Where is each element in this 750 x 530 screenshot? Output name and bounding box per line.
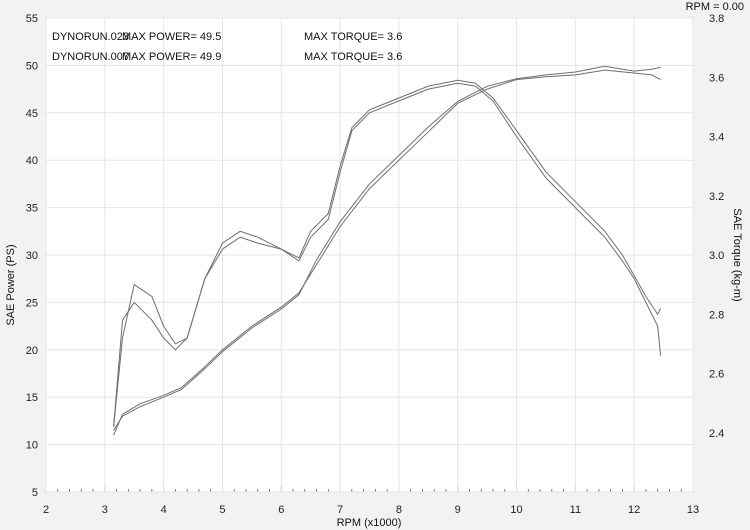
x-tick-label: 5: [219, 504, 225, 516]
y-left-tick-label: 25: [26, 297, 38, 309]
y-left-tick-label: 15: [26, 392, 38, 404]
y-left-tick-label: 5: [32, 487, 38, 499]
y-left-tick-label: 45: [26, 108, 38, 120]
x-axis-label: RPM (x1000): [337, 517, 402, 529]
y-right-tick-label: 3.8: [709, 13, 724, 25]
y-left-tick-label: 10: [26, 440, 38, 452]
y-right-tick-label: 3.2: [709, 191, 724, 203]
series-line-power-DYNORUN.023: [113, 69, 661, 436]
y-right-tick-label: 2.8: [709, 309, 724, 321]
x-tick-label: 10: [510, 504, 522, 516]
y-right-tick-label: 2.6: [709, 369, 724, 381]
legend-run-2: DYNORUN.007: [52, 51, 129, 63]
y-left-tick-label: 50: [26, 60, 38, 72]
y-left-tick-label: 30: [26, 250, 38, 262]
y-left-tick-label: 40: [26, 155, 38, 167]
y-left-tick-labels: 5 10 15 20 25 30 35 40 45 50 55: [26, 13, 38, 499]
y-right-tick-label: 3.4: [709, 132, 724, 144]
legend-power-2: MAX POWER= 49.9: [122, 51, 221, 63]
x-tick-label: 13: [687, 504, 699, 516]
y-left-tick-label: 55: [26, 13, 38, 25]
x-tick-label: 4: [161, 504, 167, 516]
series-line-torque-DYNORUN.007: [113, 79, 662, 427]
y-right-tick-label: 3.6: [709, 72, 724, 84]
y-left-axis-label: SAE Power (PS): [5, 244, 17, 325]
x-tick-label: 12: [628, 504, 640, 516]
legend-run-1: DYNORUN.023: [52, 31, 129, 43]
y-left-tick-label: 35: [26, 203, 38, 215]
y-right-tick-label: 2.4: [709, 428, 724, 440]
y-right-axis-label: SAE Torque (kg-m): [731, 208, 743, 301]
x-tick-label: 2: [43, 504, 49, 516]
y-left-tick-label: 20: [26, 345, 38, 357]
rpm-readout: RPM = 0.00: [686, 1, 744, 13]
y-right-tick-labels: 2.4 2.6 2.8 3.0 3.2 3.4 3.6 3.8: [709, 13, 724, 440]
legend-power-1: MAX POWER= 49.5: [122, 31, 221, 43]
series-line-power-DYNORUN.007: [113, 65, 661, 431]
x-tick-label: 11: [570, 504, 581, 516]
x-tick-label: 6: [278, 504, 284, 516]
x-tick-label: 9: [455, 504, 461, 516]
x-tick-label: 3: [102, 504, 108, 516]
x-tick-label: 8: [396, 504, 402, 516]
x-tick-labels: 2 3 4 5 6 7 8 9 10 11 12 13: [43, 504, 699, 516]
series-line-torque-DYNORUN.023: [113, 82, 662, 427]
y-right-tick-label: 3.0: [709, 250, 724, 262]
legend-torque-2: MAX TORQUE= 3.6: [304, 51, 402, 63]
x-tick-label: 7: [337, 504, 343, 516]
legend-torque-1: MAX TORQUE= 3.6: [304, 31, 402, 43]
series-lines: [113, 65, 662, 436]
